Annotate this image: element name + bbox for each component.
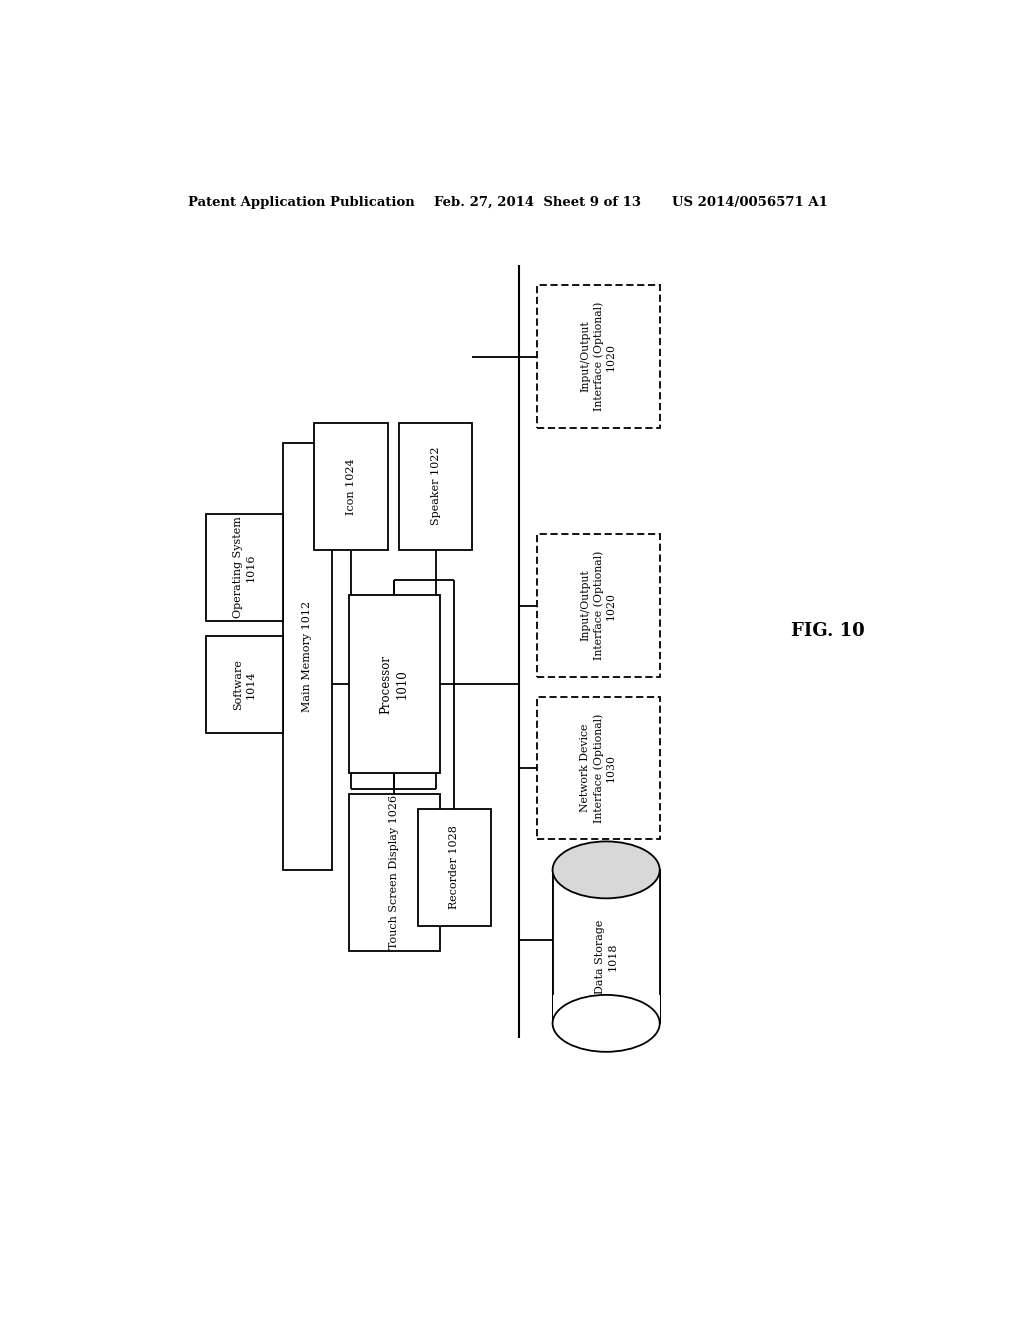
Text: Feb. 27, 2014  Sheet 9 of 13: Feb. 27, 2014 Sheet 9 of 13: [433, 195, 641, 209]
Text: Speaker 1022: Speaker 1022: [431, 447, 441, 525]
Bar: [553, 870, 659, 1023]
Text: Touch Screen Display 1026: Touch Screen Display 1026: [389, 796, 399, 949]
Bar: [418, 809, 490, 925]
Text: FIG. 10: FIG. 10: [791, 622, 864, 640]
Text: Input/Output
Interface (Optional)
1020: Input/Output Interface (Optional) 1020: [581, 302, 616, 412]
Bar: [537, 285, 659, 428]
Bar: [283, 444, 332, 870]
Bar: [206, 636, 283, 733]
Text: Data Storage
1018: Data Storage 1018: [595, 920, 617, 994]
Bar: [553, 995, 659, 1023]
Text: Network Device
Interface (Optional)
1030: Network Device Interface (Optional) 1030: [581, 714, 616, 822]
Bar: [348, 793, 440, 952]
Text: US 2014/0056571 A1: US 2014/0056571 A1: [672, 195, 827, 209]
Bar: [206, 515, 283, 620]
Ellipse shape: [553, 995, 659, 1052]
Bar: [537, 697, 659, 840]
Text: Recorder 1028: Recorder 1028: [450, 825, 459, 909]
Bar: [399, 422, 472, 549]
Ellipse shape: [553, 841, 659, 899]
Text: Main Memory 1012: Main Memory 1012: [302, 601, 312, 711]
Text: Patent Application Publication: Patent Application Publication: [187, 195, 415, 209]
Bar: [314, 422, 387, 549]
Text: Operating System
1016: Operating System 1016: [233, 516, 255, 619]
Text: Icon 1024: Icon 1024: [346, 458, 356, 515]
Text: Input/Output
Interface (Optional)
1020: Input/Output Interface (Optional) 1020: [581, 550, 616, 660]
Text: Software
1014: Software 1014: [233, 659, 255, 710]
Text: Processor
1010: Processor 1010: [380, 655, 409, 714]
Bar: [348, 595, 440, 774]
Bar: [537, 535, 659, 677]
